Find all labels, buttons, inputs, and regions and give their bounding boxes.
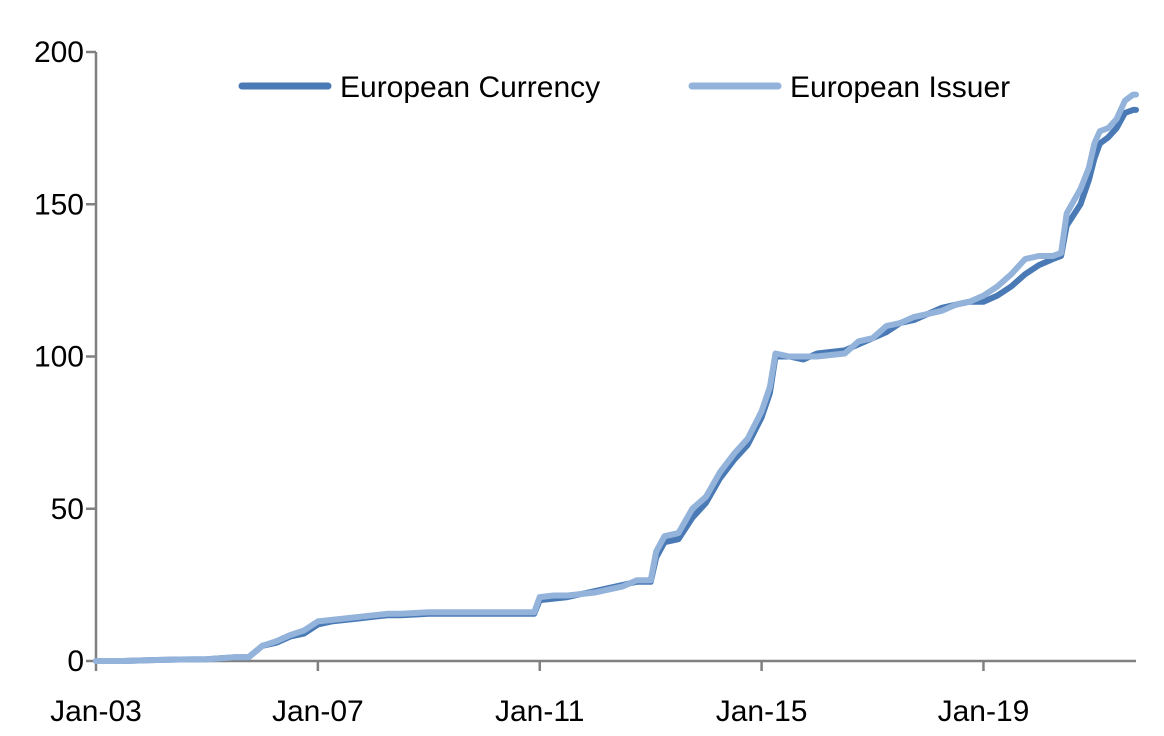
x-tick-label: Jan-11 [495,695,585,728]
series-group [93,91,1139,664]
series-line-european-issuer [93,91,1139,664]
y-tick-label: 150 [34,188,84,221]
y-tick-label: 100 [34,341,84,374]
legend-label: European Currency [340,71,600,104]
legend-label: European Issuer [790,71,1010,104]
y-tick-label: 50 [51,493,84,526]
y-tick-label: 0 [67,645,84,678]
legend: European Currency European Issuer [238,71,1010,104]
x-tick-label: Jan-07 [272,695,364,728]
axes: 0 50 100 150 200 Jan-03 Jan-07 Jan-11 Jan-15 Jan-… [34,36,1136,728]
x-tick-label: Jan-15 [716,695,808,728]
y-tick-label: 200 [34,36,84,69]
series-line-european-currency [93,106,1139,664]
x-tick-label: Jan-03 [50,695,142,728]
x-tick-label: Jan-19 [938,695,1030,728]
